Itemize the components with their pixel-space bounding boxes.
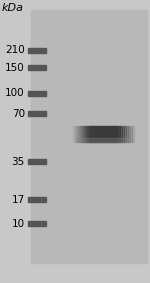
Bar xyxy=(116,126,118,142)
Bar xyxy=(79,126,82,142)
Bar xyxy=(108,126,110,142)
Text: 150: 150 xyxy=(5,63,25,73)
Bar xyxy=(124,126,126,142)
Bar xyxy=(73,126,76,142)
Bar xyxy=(28,91,46,96)
Bar xyxy=(75,126,78,142)
Text: 17: 17 xyxy=(12,195,25,205)
Bar xyxy=(114,126,116,142)
Bar xyxy=(83,126,86,142)
Bar xyxy=(28,159,46,164)
Bar xyxy=(77,126,80,142)
Bar xyxy=(87,126,90,142)
Bar xyxy=(28,65,46,70)
Bar xyxy=(118,126,120,142)
Bar xyxy=(96,126,98,142)
Bar xyxy=(76,138,131,142)
Bar xyxy=(85,126,88,142)
Text: 210: 210 xyxy=(5,45,25,55)
Text: 10: 10 xyxy=(12,219,25,229)
Bar xyxy=(130,126,132,142)
Bar xyxy=(132,126,134,142)
Bar xyxy=(106,126,108,142)
Bar xyxy=(28,197,46,202)
Bar xyxy=(31,10,147,263)
Text: 70: 70 xyxy=(12,109,25,119)
Bar xyxy=(110,126,112,142)
Bar xyxy=(98,126,100,142)
Bar xyxy=(93,126,96,142)
Bar xyxy=(112,126,114,142)
Bar xyxy=(120,126,122,142)
Bar xyxy=(92,126,94,142)
Bar xyxy=(28,221,46,226)
Bar xyxy=(81,126,84,142)
Bar xyxy=(28,111,46,116)
Bar xyxy=(89,126,92,142)
Bar xyxy=(100,126,102,142)
Bar xyxy=(102,126,104,142)
Bar xyxy=(104,126,106,142)
Bar xyxy=(126,126,128,142)
Bar xyxy=(128,126,130,142)
Text: kDa: kDa xyxy=(2,3,23,12)
Bar xyxy=(122,126,124,142)
Text: 35: 35 xyxy=(12,157,25,167)
Text: 100: 100 xyxy=(5,88,25,98)
Bar xyxy=(28,48,46,53)
